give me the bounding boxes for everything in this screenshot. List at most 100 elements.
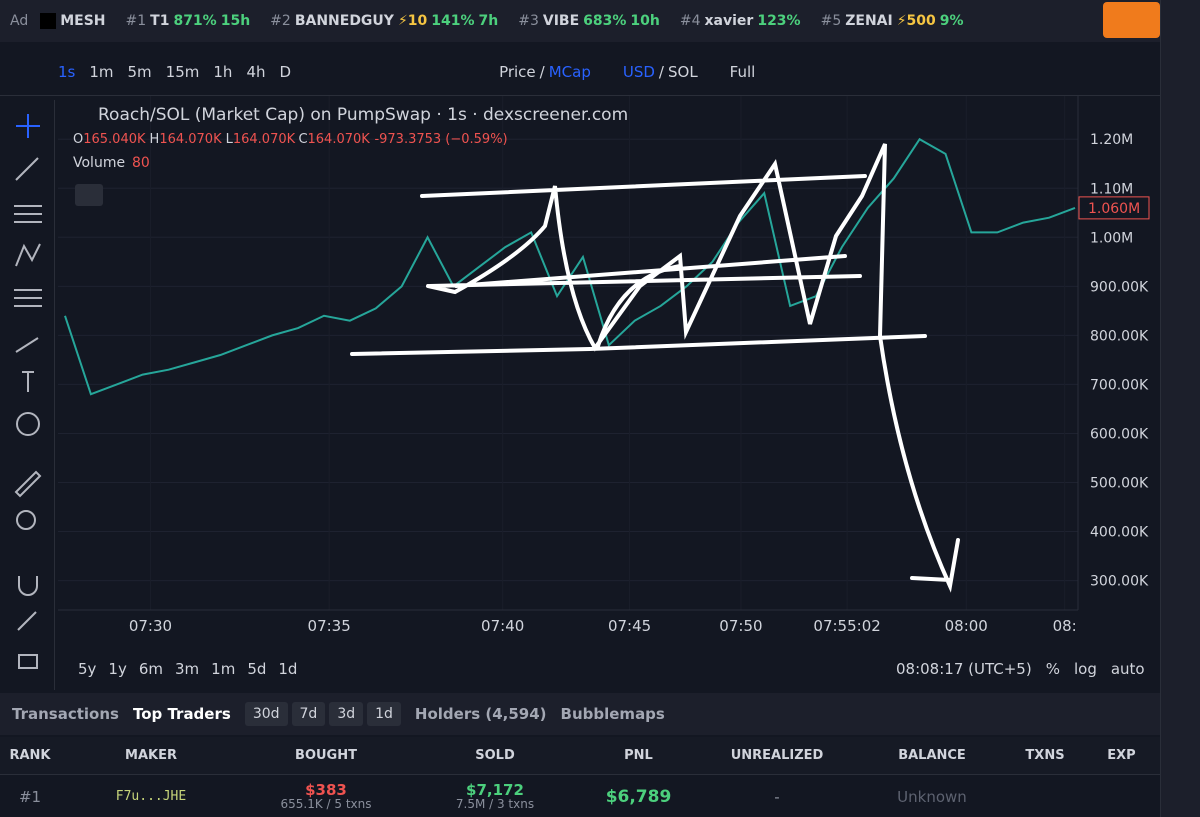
column-header[interactable]: UNREALIZED (730, 748, 824, 763)
last-price-label: 1.060M (1088, 201, 1140, 217)
toggle-part: SOL (667, 62, 698, 81)
change: 123% (757, 13, 801, 29)
percent-toggle[interactable]: % (1045, 660, 1060, 678)
toggle-part: Price (499, 62, 536, 81)
trending-button[interactable] (1103, 2, 1160, 38)
toggle-part: / (658, 62, 664, 81)
interval[interactable]: 15m (165, 62, 200, 81)
column-header[interactable]: PNL (624, 748, 653, 763)
x-tick-label: 07:30 (129, 617, 172, 635)
bought-cell: $383 655.1K / 5 txns (242, 782, 410, 812)
ticker-item[interactable]: #5 ZENAI ⚡500 9% (821, 13, 964, 29)
token-name: ZENAI (845, 13, 893, 29)
rank: #1 (18, 787, 42, 806)
range-button[interactable]: 5y (78, 660, 97, 678)
tab-bubblemaps[interactable]: Bubblemaps (560, 705, 665, 723)
interval[interactable]: D (279, 62, 292, 81)
column-header[interactable]: SOLD (475, 748, 515, 763)
range-button[interactable]: 5d (247, 660, 267, 678)
drawing-tools (0, 100, 55, 690)
interval[interactable]: 5m (127, 62, 152, 81)
token-name: T1 (150, 13, 170, 29)
ohlc-line: O165.040K H164.070K L164.070K C164.070K -973… (73, 132, 508, 147)
token-name: xavier (704, 13, 754, 29)
table-row: #1 F7u...JHE $383 655.1K / 5 txns $7,172 7.5M… (0, 776, 1160, 817)
age: 15h (220, 13, 251, 29)
table-header: RANK MAKER BOUGHT SOLD PNL UNREALIZED BALANCE T… (0, 737, 1160, 775)
y-tick-label: 800.00K (1090, 328, 1149, 344)
x-tick-label: 08: (1053, 617, 1077, 635)
range-button[interactable]: 1y (108, 660, 127, 678)
sponsor[interactable]: MESH (40, 13, 106, 29)
change: 871% (173, 13, 217, 29)
tab-top-traders[interactable]: Top Traders (132, 705, 231, 723)
interval[interactable]: 1h (213, 62, 233, 81)
period[interactable]: 3d (329, 702, 364, 726)
rank: #3 (518, 13, 539, 29)
interval[interactable]: 1m (89, 62, 114, 81)
change: 683% (583, 13, 627, 29)
column-header[interactable]: BOUGHT (295, 748, 357, 763)
ticker-item[interactable]: #2 BANNEDGUY ⚡10 141% 7h (270, 13, 498, 29)
period-group: 30d 7d 3d 1d (244, 702, 401, 726)
x-tick-label: 07:55:02 (813, 617, 880, 635)
ohlc-value: 164.070K (159, 132, 222, 147)
range-selector: 5y 1y 6m 3m 1m 5d 1d (78, 660, 297, 678)
y-tick-label: 500.00K (1090, 476, 1149, 492)
sold-sub: 7.5M / 3 txns (455, 797, 535, 812)
y-tick-label: 1.20M (1090, 132, 1133, 148)
tab-holders[interactable]: Holders (4,594) (414, 705, 547, 723)
bottom-tabs: Transactions Top Traders 30d 7d 3d 1d Holde… (0, 693, 1160, 735)
currency-toggle[interactable]: USD / SOL (623, 63, 702, 81)
range-button[interactable]: 6m (138, 660, 163, 678)
period[interactable]: 7d (291, 702, 326, 726)
ticker-bar: Ad MESH #1 T1 871% 15h #2 BANNEDGUY ⚡10 141% 7h #… (0, 0, 1200, 42)
sold-cell: $7,172 7.5M / 3 txns (410, 782, 580, 812)
x-tick-label: 07:45 (608, 617, 651, 635)
sold: $7,172 (466, 780, 524, 799)
ohlc-key: O (73, 132, 83, 147)
bought-sub: 655.1K / 5 txns (280, 797, 372, 812)
range-button[interactable]: 1d (278, 660, 298, 678)
maker[interactable]: F7u...JHE (115, 789, 187, 804)
range-button[interactable]: 3m (175, 660, 200, 678)
price-mcap-toggle[interactable]: Price / MCap (499, 63, 595, 81)
unrealized: - (774, 787, 780, 806)
column-header[interactable]: MAKER (125, 748, 177, 763)
ohlc-key: C (298, 132, 307, 147)
column-header[interactable]: RANK (9, 748, 51, 763)
period[interactable]: 30d (244, 702, 288, 726)
column-header[interactable]: TXNS (1025, 748, 1065, 763)
log-toggle[interactable]: log (1073, 660, 1097, 678)
y-tick-label: 600.00K (1090, 426, 1149, 442)
rank: #5 (820, 13, 842, 29)
interval[interactable]: 1s (58, 62, 76, 81)
ohlc-value: 164.070K (308, 132, 371, 147)
ticker-item[interactable]: #4 xavier 123% (680, 13, 801, 29)
y-tick-label: 400.00K (1090, 525, 1149, 541)
hand-annotations (350, 143, 960, 593)
auto-toggle[interactable]: auto (1110, 660, 1145, 678)
fullscreen[interactable]: Full (729, 62, 756, 81)
collapse-button[interactable] (75, 184, 103, 206)
range-button[interactable]: 1m (211, 660, 236, 678)
right-panel (1160, 0, 1200, 817)
period[interactable]: 1d (367, 702, 401, 726)
toggle-part: / (539, 62, 545, 81)
tab-transactions[interactable]: Transactions (12, 705, 119, 723)
y-tick-label: 700.00K (1090, 377, 1149, 393)
token-name: BANNEDGUY (294, 13, 394, 29)
interval[interactable]: 4h (246, 62, 266, 81)
ticker-item[interactable]: #1 T1 871% 15h (126, 13, 251, 29)
boost: ⚡10 (397, 13, 428, 29)
ohlc-value: 164.070K (233, 132, 296, 147)
y-tick-label: 1.00M (1090, 230, 1133, 246)
column-header[interactable]: EXP (1107, 748, 1136, 763)
ticker-item[interactable]: #3 VIBE 683% 10h (518, 13, 660, 29)
ohlc-key: H (150, 132, 160, 147)
age: 7h (478, 13, 499, 29)
price-chart: 300.00K 400.00K 500.00K 600.00K 700.00K 800.0… (58, 96, 1150, 635)
chart-toolbar: 1s 1m 5m 15m 1h 4h D Price / MCap USD / SOL Full (0, 48, 1160, 96)
column-header[interactable]: BALANCE (898, 748, 966, 763)
